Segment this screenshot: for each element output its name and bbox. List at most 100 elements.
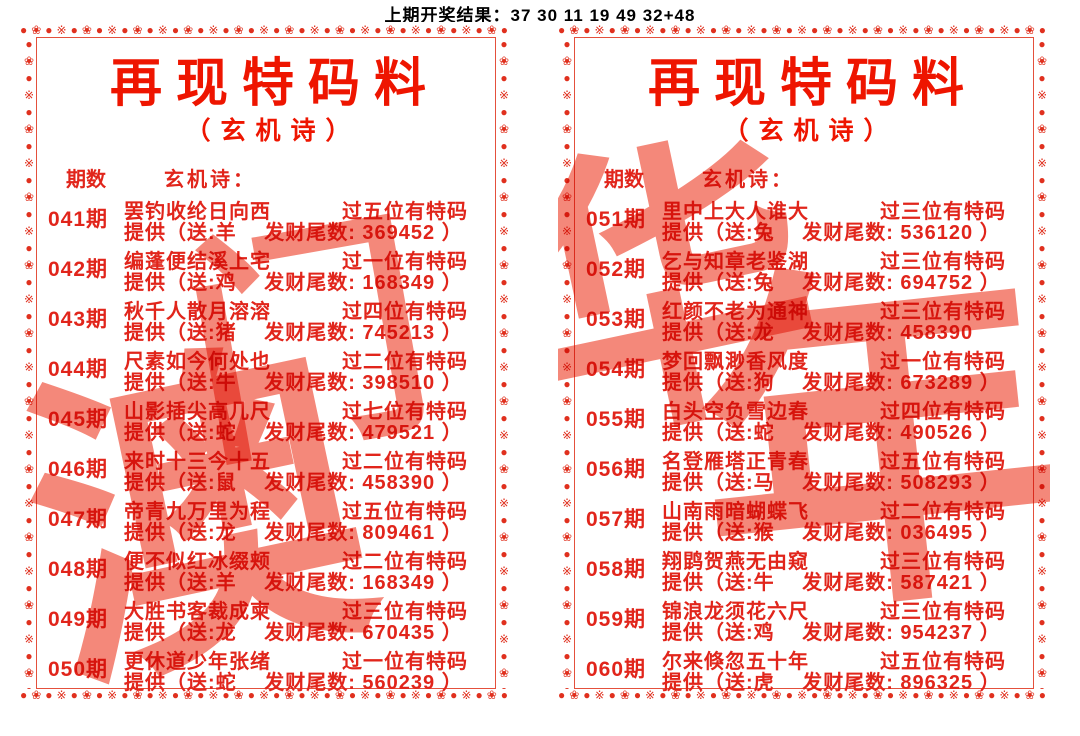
entry-period: 057期 xyxy=(586,508,647,531)
entry-period: 046期 xyxy=(48,458,109,481)
entries-list: 051期 里中上大人谁大 过三位有特码 提供（送:兔 发财尾数: 536120 ） 05… xyxy=(586,202,1026,694)
panel-content: 再现特码料 （玄机诗） 期数 玄机诗： 041期 罢钓收纶日向西 过五位有特码 提供（… xyxy=(40,40,492,694)
panel-title: 再现特码料 xyxy=(647,55,978,113)
panel-left: ●❀●※●❀●※●❀●※●❀●※●❀●※●❀●※●❀●※●❀●※●❀●※●❀●※… xyxy=(20,22,512,704)
entry-lines: 山影插尖高几尺 过七位有特码 提供（送:蛇 发财尾数: 479521 ） xyxy=(124,402,488,444)
entry-hint: 过二位有特码 xyxy=(342,351,468,373)
entry-period: 059期 xyxy=(586,608,647,631)
sheet-panels: ●❀●※●❀●※●❀●※●❀●※●❀●※●❀●※●❀●※●❀●※●❀●※●❀●※… xyxy=(20,22,1050,704)
entry-provide: 提供（送:鸡 发财尾数: 954237 ） xyxy=(662,622,1001,644)
entry-row: 058期 翔鹍贺燕无由窥 过三位有特码 提供（送:牛 发财尾数: 587421 ） xyxy=(586,552,1026,594)
entry-provide: 提供（送:牛 发财尾数: 398510 ） xyxy=(124,372,463,394)
entry-row: 048期 便不似红冰缀颊 过二位有特码 提供（送:羊 发财尾数: 168349 ） xyxy=(48,552,488,594)
entry-provide: 提供（送:鼠 发财尾数: 458390 ） xyxy=(124,472,463,494)
entry-poem: 锦浪龙须花六尺 xyxy=(662,601,809,623)
entry-poem: 翔鹍贺燕无由窥 xyxy=(662,551,809,573)
entry-lines: 尺素如今何处也 过二位有特码 提供（送:牛 发财尾数: 398510 ） xyxy=(124,352,488,394)
entry-poem: 里中上大人谁大 xyxy=(662,201,809,223)
entry-poem: 名登雁塔正青春 xyxy=(662,451,809,473)
entry-lines: 梦回飘渺香风度 过一位有特码 提供（送:狗 发财尾数: 673289 ） xyxy=(662,352,1026,394)
entry-row: 057期 山南雨暗蝴蝶飞 过二位有特码 提供（送:猴 发财尾数: 036495 ） xyxy=(586,502,1026,544)
entry-row: 059期 锦浪龙须花六尺 过三位有特码 提供（送:鸡 发财尾数: 954237 ） xyxy=(586,602,1026,644)
entry-hint: 过五位有特码 xyxy=(342,501,468,523)
entry-row: 056期 名登雁塔正青春 过五位有特码 提供（送:马 发财尾数: 508293 ） xyxy=(586,452,1026,494)
border-ornament-bottom: ●❀●※●❀●※●❀●※●❀●※●❀●※●❀●※●❀●※●❀●※●❀●※●❀●※… xyxy=(558,688,1050,702)
border-ornament-top: ●❀●※●❀●※●❀●※●❀●※●❀●※●❀●※●❀●※●❀●※●❀●※●❀●※… xyxy=(20,23,512,37)
entry-provide: 提供（送:羊 发财尾数: 369452 ） xyxy=(124,222,463,244)
entry-poem: 大胜书客裁成柬 xyxy=(124,601,271,623)
entry-poem: 帝青九万里为程 xyxy=(124,501,271,523)
entry-provide: 提供（送:猴 发财尾数: 036495 ） xyxy=(662,522,1001,544)
entry-hint: 过三位有特码 xyxy=(880,551,1006,573)
entry-provide: 提供（送:牛 发财尾数: 587421 ） xyxy=(662,572,1001,594)
entry-lines: 罢钓收纶日向西 过五位有特码 提供（送:羊 发财尾数: 369452 ） xyxy=(124,202,488,244)
entry-poem: 更休道少年张绪 xyxy=(124,651,271,673)
entry-poem: 山南雨暗蝴蝶飞 xyxy=(662,501,809,523)
entry-provide: 提供（送:蛇 发财尾数: 490526 ） xyxy=(662,422,1001,444)
entry-lines: 红颜不老为通神 过三位有特码 提供（送:龙 发财尾数: 458390 xyxy=(662,302,1026,344)
entry-poem: 尺素如今何处也 xyxy=(124,351,271,373)
entries-list: 041期 罢钓收纶日向西 过五位有特码 提供（送:羊 发财尾数: 369452 ） 04… xyxy=(48,202,488,694)
entry-period: 060期 xyxy=(586,658,647,681)
entry-period: 044期 xyxy=(48,358,109,381)
entry-hint: 过三位有特码 xyxy=(342,601,468,623)
entry-lines: 大胜书客裁成柬 过三位有特码 提供（送:龙 发财尾数: 670435 ） xyxy=(124,602,488,644)
entry-poem: 梦回飘渺香风度 xyxy=(662,351,809,373)
entry-poem: 乞与知章老鉴湖 xyxy=(662,251,809,273)
entry-period: 053期 xyxy=(586,308,647,331)
entry-period: 055期 xyxy=(586,408,647,431)
entry-period: 054期 xyxy=(586,358,647,381)
column-header-period: 期数 xyxy=(66,169,106,191)
entry-provide: 提供（送:羊 发财尾数: 168349 ） xyxy=(124,572,463,594)
entry-provide: 提供（送:马 发财尾数: 508293 ） xyxy=(662,472,1001,494)
entry-provide: 提供（送:鸡 发财尾数: 168349 ） xyxy=(124,272,463,294)
entry-lines: 秋千人散月溶溶 过四位有特码 提供（送:猪 发财尾数: 745213 ） xyxy=(124,302,488,344)
entry-row: 043期 秋千人散月溶溶 过四位有特码 提供（送:猪 发财尾数: 745213 ） xyxy=(48,302,488,344)
entry-provide: 提供（送:龙 发财尾数: 458390 xyxy=(662,322,974,344)
entry-poem: 山影插尖高几尺 xyxy=(124,401,271,423)
entry-hint: 过三位有特码 xyxy=(880,301,1006,323)
entry-lines: 编蓬便结溪上宅 过一位有特码 提供（送:鸡 发财尾数: 168349 ） xyxy=(124,252,488,294)
entry-row: 051期 里中上大人谁大 过三位有特码 提供（送:兔 发财尾数: 536120 ） xyxy=(586,202,1026,244)
entry-poem: 秋千人散月溶溶 xyxy=(124,301,271,323)
entry-period: 050期 xyxy=(48,658,109,681)
entry-poem: 便不似红冰缀颊 xyxy=(124,551,271,573)
entry-lines: 山南雨暗蝴蝶飞 过二位有特码 提供（送:猴 发财尾数: 036495 ） xyxy=(662,502,1026,544)
entry-hint: 过三位有特码 xyxy=(880,201,1006,223)
entry-hint: 过四位有特码 xyxy=(880,401,1006,423)
entry-hint: 过一位有特码 xyxy=(342,251,468,273)
entry-lines: 名登雁塔正青春 过五位有特码 提供（送:马 发财尾数: 508293 ） xyxy=(662,452,1026,494)
entry-row: 052期 乞与知章老鉴湖 过三位有特码 提供（送:兔 发财尾数: 694752 ） xyxy=(586,252,1026,294)
panel-right: ●❀●※●❀●※●❀●※●❀●※●❀●※●❀●※●❀●※●❀●※●❀●※●❀●※… xyxy=(558,22,1050,704)
previous-draw-result: 上期开奖结果：37 30 11 19 49 32+48 xyxy=(384,6,696,25)
entry-lines: 帝青九万里为程 过五位有特码 提供（送:龙 发财尾数: 809461 ） xyxy=(124,502,488,544)
entry-hint: 过三位有特码 xyxy=(880,251,1006,273)
entry-row: 046期 来时十三今十五 过二位有特码 提供（送:鼠 发财尾数: 458390 ） xyxy=(48,452,488,494)
entry-lines: 翔鹍贺燕无由窥 过三位有特码 提供（送:牛 发财尾数: 587421 ） xyxy=(662,552,1026,594)
border-ornament-left: ●❀●※●❀●※●❀●※●❀●※●❀●※●❀●※●❀●※●❀●※●❀●※●❀●※… xyxy=(22,37,36,689)
entry-lines: 乞与知章老鉴湖 过三位有特码 提供（送:兔 发财尾数: 694752 ） xyxy=(662,252,1026,294)
entry-hint: 过五位有特码 xyxy=(880,651,1006,673)
entry-lines: 里中上大人谁大 过三位有特码 提供（送:兔 发财尾数: 536120 ） xyxy=(662,202,1026,244)
entry-provide: 提供（送:兔 发财尾数: 536120 ） xyxy=(662,222,1001,244)
entry-row: 041期 罢钓收纶日向西 过五位有特码 提供（送:羊 发财尾数: 369452 ） xyxy=(48,202,488,244)
entry-period: 058期 xyxy=(586,558,647,581)
entry-hint: 过五位有特码 xyxy=(342,201,468,223)
entry-provide: 提供（送:龙 发财尾数: 809461 ） xyxy=(124,522,463,544)
entry-lines: 白头空负雪边春 过四位有特码 提供（送:蛇 发财尾数: 490526 ） xyxy=(662,402,1026,444)
entry-hint: 过三位有特码 xyxy=(880,601,1006,623)
entry-poem: 来时十三今十五 xyxy=(124,451,271,473)
panel-title: 再现特码料 xyxy=(109,55,440,113)
column-headers: 期数 玄机诗： xyxy=(604,168,1026,192)
entry-row: 047期 帝青九万里为程 过五位有特码 提供（送:龙 发财尾数: 809461 ） xyxy=(48,502,488,544)
entry-period: 049期 xyxy=(48,608,109,631)
border-ornament-right: ●❀●※●❀●※●❀●※●❀●※●❀●※●❀●※●❀●※●❀●※●❀●※●❀●※… xyxy=(497,37,511,689)
entry-hint: 过二位有特码 xyxy=(342,551,468,573)
column-header-poem: 玄机诗： xyxy=(702,169,794,191)
entry-hint: 过七位有特码 xyxy=(342,401,468,423)
entry-period: 041期 xyxy=(48,208,109,231)
entry-row: 042期 编蓬便结溪上宅 过一位有特码 提供（送:鸡 发财尾数: 168349 ） xyxy=(48,252,488,294)
entry-row: 044期 尺素如今何处也 过二位有特码 提供（送:牛 发财尾数: 398510 ） xyxy=(48,352,488,394)
entry-hint: 过二位有特码 xyxy=(880,501,1006,523)
entry-hint: 过一位有特码 xyxy=(880,351,1006,373)
